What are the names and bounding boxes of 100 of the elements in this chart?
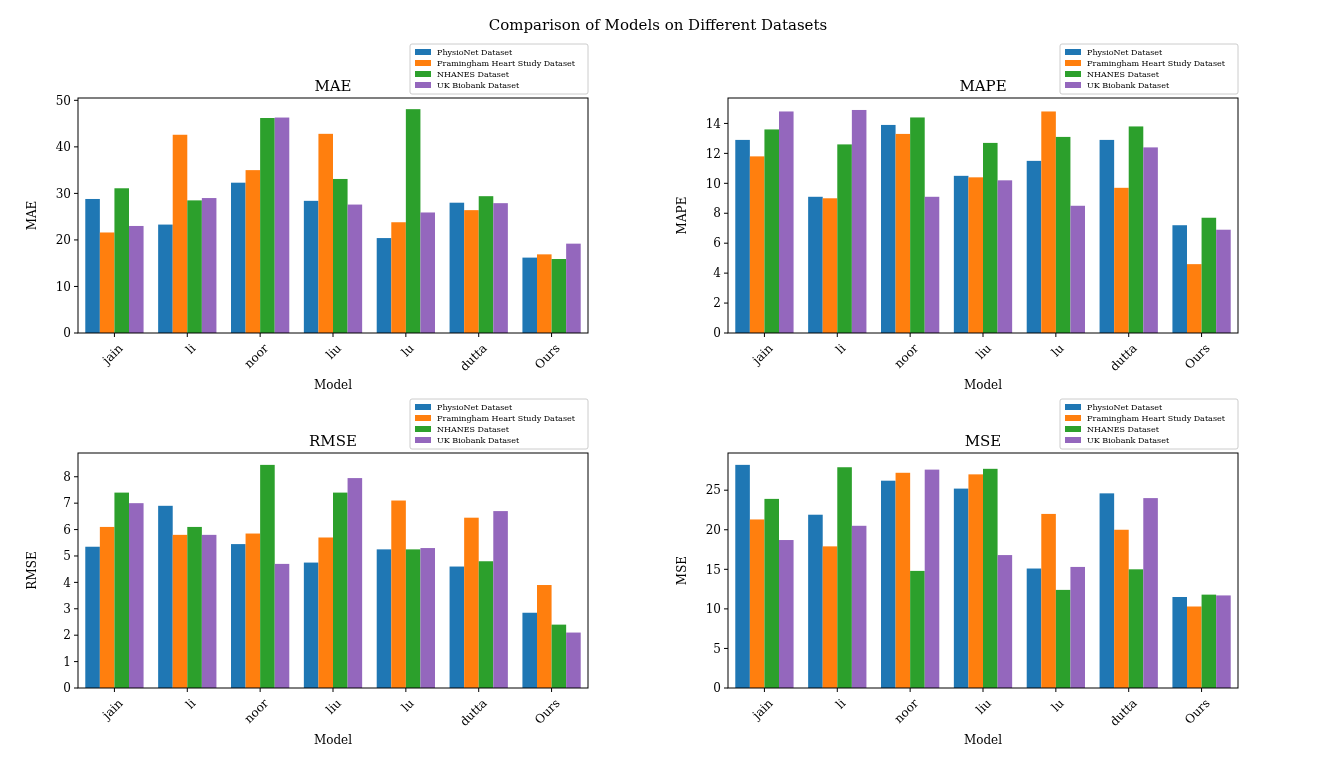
bar: [201, 534, 217, 688]
bar: [895, 133, 911, 333]
y-tick-label: 15: [705, 562, 721, 577]
x-tick-label: liu: [323, 340, 345, 362]
bar: [303, 562, 319, 688]
y-axis-title: MAPE: [675, 196, 689, 235]
y-tick-label: 1: [63, 654, 71, 669]
bar: [983, 468, 998, 688]
bar: [274, 117, 290, 333]
bar: [837, 144, 852, 333]
y-tick-label: 12: [705, 146, 721, 161]
bar: [924, 196, 940, 333]
bar: [1055, 136, 1071, 333]
bar: [333, 492, 348, 688]
y-tick-label: 4: [713, 266, 722, 281]
legend-label: Framingham Heart Study Dataset: [437, 414, 576, 423]
bar: [808, 514, 823, 688]
bar: [347, 204, 363, 333]
bar: [551, 259, 567, 333]
bar: [333, 178, 348, 333]
x-tick-label: lu: [1048, 340, 1068, 360]
bar: [1099, 139, 1115, 333]
bar: [1216, 595, 1231, 688]
bar: [449, 202, 465, 333]
y-tick-label: 6: [63, 522, 71, 537]
bar: [231, 544, 246, 688]
bar: [376, 238, 392, 333]
y-tick-label: 4: [63, 575, 72, 590]
bar: [172, 534, 188, 688]
bar: [764, 498, 779, 688]
y-tick-label: 5: [63, 549, 71, 564]
x-axis-title: Model: [963, 378, 1003, 392]
bar: [231, 182, 246, 333]
bar: [851, 109, 867, 333]
bar: [99, 526, 115, 688]
bar: [1026, 160, 1042, 333]
bar: [997, 180, 1013, 333]
bar: [1172, 225, 1187, 333]
bar: [318, 537, 333, 688]
y-tick-label: 0: [713, 681, 721, 696]
bar: [851, 525, 867, 688]
bar: [245, 170, 261, 333]
bar: [735, 464, 750, 688]
y-tick-label: 0: [63, 681, 71, 696]
chart-title: MAPE: [959, 77, 1007, 95]
bar: [1172, 597, 1187, 688]
bar: [376, 549, 392, 688]
y-tick-label: 5: [713, 641, 721, 656]
y-tick-label: 20: [55, 233, 71, 248]
bar: [953, 488, 969, 688]
bar: [1128, 126, 1144, 333]
bar: [1041, 111, 1056, 333]
y-tick-label: 2: [63, 628, 71, 643]
y-tick-label: 7: [63, 496, 71, 511]
bar: [983, 142, 998, 333]
bar: [129, 503, 144, 688]
bar: [537, 585, 552, 688]
bar: [881, 480, 896, 688]
y-tick-label: 2: [713, 296, 721, 311]
y-tick-label: 8: [713, 206, 721, 221]
text: Comparison of Models on Different Datasets: [488, 16, 828, 34]
bar: [391, 222, 406, 333]
y-tick-label: 14: [705, 116, 722, 131]
legend-label: PhysioNet Dataset: [1087, 403, 1164, 412]
legend-label: Framingham Heart Study Dataset: [1087, 414, 1226, 423]
legend-label: PhysioNet Dataset: [1087, 48, 1164, 57]
bar: [968, 474, 983, 688]
x-tick-label: lu: [1048, 695, 1068, 715]
bar: [464, 210, 479, 333]
bar: [114, 492, 129, 688]
legend-label: PhysioNet Dataset: [437, 403, 514, 412]
bar: [1114, 187, 1129, 333]
bar: [1128, 569, 1144, 688]
bar: [881, 124, 896, 333]
x-axis-title: Model: [313, 378, 353, 392]
y-tick-label: 10: [705, 602, 721, 617]
bar: [822, 546, 838, 688]
bar: [172, 134, 188, 333]
x-tick-label: li: [833, 341, 849, 357]
y-axis-title: MSE: [675, 555, 689, 586]
bar: [274, 563, 290, 688]
y-tick-label: 3: [63, 601, 71, 616]
y-tick-label: 25: [705, 483, 721, 498]
x-tick-label: liu: [973, 695, 995, 717]
bar: [779, 111, 794, 333]
y-tick-label: 0: [63, 326, 71, 341]
y-tick-label: 10: [55, 279, 71, 294]
bar: [749, 156, 765, 333]
y-tick-label: 40: [55, 140, 71, 155]
bar: [537, 254, 552, 333]
bar: [114, 188, 129, 333]
bar: [260, 118, 275, 333]
legend-label: UK Biobank Dataset: [437, 81, 520, 90]
bar: [822, 198, 838, 333]
x-tick-label: lu: [398, 695, 418, 715]
bar: [420, 212, 435, 333]
bar: [997, 555, 1013, 688]
x-tick-label: liu: [323, 695, 345, 717]
bar: [1201, 594, 1217, 688]
x-tick-label: li: [183, 341, 199, 357]
